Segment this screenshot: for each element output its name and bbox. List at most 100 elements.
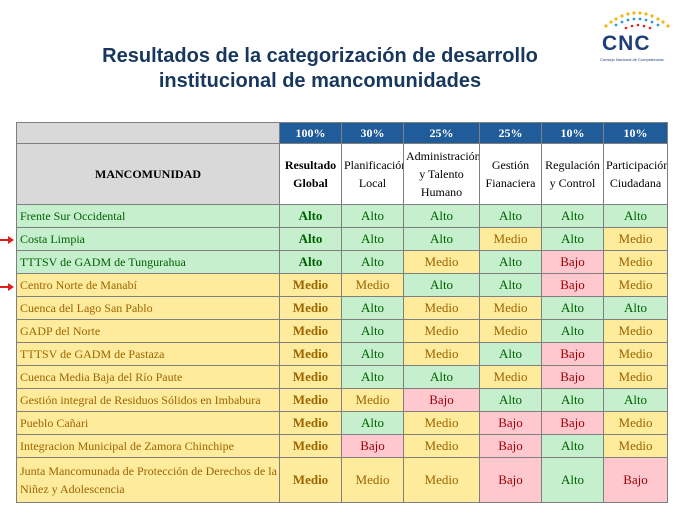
category-cell: Medio bbox=[479, 227, 542, 251]
category-cell: Medio bbox=[403, 250, 480, 274]
mancomunidad-name: GADP del Norte bbox=[16, 319, 280, 343]
column-header-line: y Control bbox=[549, 176, 596, 190]
title-line-1: Resultados de la categorización de desar… bbox=[102, 45, 538, 67]
category-cell: Bajo bbox=[341, 434, 404, 458]
category-cell: Medio bbox=[403, 296, 480, 320]
category-cell: Alto bbox=[341, 296, 404, 320]
weight-cell: 10% bbox=[603, 122, 668, 144]
category-cell: Alto bbox=[479, 250, 542, 274]
logo-dots-icon bbox=[604, 11, 670, 30]
category-cell: Medio bbox=[341, 457, 404, 503]
page-title: Resultados de la categorización de desar… bbox=[40, 44, 600, 94]
category-cell: Alto bbox=[541, 388, 604, 412]
right-arrow-icon bbox=[0, 236, 14, 244]
category-cell: Alto bbox=[541, 204, 604, 228]
category-cell: Medio bbox=[479, 319, 542, 343]
table-row: TTTSV de GADM de Tungurahua Alto Alto Medio… bbox=[16, 250, 668, 274]
category-cell: Alto bbox=[403, 273, 480, 297]
category-cell: Alto bbox=[603, 204, 668, 228]
category-cell: Medio bbox=[603, 227, 668, 251]
column-header-line: Humano bbox=[420, 185, 463, 199]
category-cell: Alto bbox=[603, 296, 668, 320]
category-cell: Bajo bbox=[479, 411, 542, 435]
mancomunidad-name: Costa Limpia bbox=[16, 227, 280, 251]
column-header-line: Planificación bbox=[344, 158, 404, 172]
column-header: Administración y Talento Humano bbox=[403, 143, 480, 205]
table-row: Junta Mancomunada de Protección de Derec… bbox=[16, 457, 668, 503]
column-header: Planificación Local bbox=[341, 143, 404, 205]
global-result-cell: Medio bbox=[279, 342, 342, 366]
category-cell: Medio bbox=[603, 411, 668, 435]
table-row: TTTSV de GADM de Pastaza Medio Alto Medio Al… bbox=[16, 342, 668, 366]
header-row: MANCOMUNIDAD Resultado Global Planificació… bbox=[16, 143, 668, 205]
global-result-cell: Medio bbox=[279, 296, 342, 320]
table-row: Cuenca Media Baja del Río Paute Medio Alto… bbox=[16, 365, 668, 389]
table-row: Pueblo Cañari Medio Alto Medio Bajo Bajo Medio bbox=[16, 411, 668, 435]
category-cell: Medio bbox=[403, 434, 480, 458]
weight-cell: 25% bbox=[479, 122, 542, 144]
category-cell: Alto bbox=[541, 457, 604, 503]
category-cell: Alto bbox=[479, 273, 542, 297]
column-header-line: Global bbox=[293, 176, 328, 190]
column-header-line: Ciudadana bbox=[609, 176, 662, 190]
weight-cell: 25% bbox=[403, 122, 480, 144]
category-cell: Medio bbox=[341, 273, 404, 297]
global-result-cell: Alto bbox=[279, 250, 342, 274]
category-cell: Alto bbox=[341, 342, 404, 366]
column-header-line: Regulación bbox=[545, 158, 600, 172]
category-cell: Alto bbox=[341, 365, 404, 389]
weights-row: 100% 30% 25% 25% 10% 10% bbox=[16, 122, 668, 144]
category-cell: Bajo bbox=[541, 273, 604, 297]
column-header-line: Participación bbox=[606, 158, 668, 172]
category-cell: Bajo bbox=[541, 342, 604, 366]
category-cell: Medio bbox=[403, 319, 480, 343]
global-result-cell: Medio bbox=[279, 388, 342, 412]
category-cell: Bajo bbox=[479, 434, 542, 458]
table-row: Costa Limpia Alto Alto Alto Medio Alto Medio bbox=[16, 227, 668, 251]
mancomunidad-name: Gestión integral de Residuos Sólidos en … bbox=[16, 388, 280, 412]
global-result-cell: Medio bbox=[279, 273, 342, 297]
title-line-2: institucional de mancomunidades bbox=[158, 70, 482, 92]
category-cell: Bajo bbox=[541, 411, 604, 435]
table-row: GADP del Norte Medio Alto Medio Medio Alto Med… bbox=[16, 319, 668, 343]
mancomunidad-name: TTTSV de GADM de Pastaza bbox=[16, 342, 280, 366]
global-result-cell: Medio bbox=[279, 365, 342, 389]
category-cell: Medio bbox=[403, 457, 480, 503]
global-result-cell: Alto bbox=[279, 204, 342, 228]
category-cell: Alto bbox=[403, 204, 480, 228]
category-cell: Bajo bbox=[479, 457, 542, 503]
weight-cell: 10% bbox=[541, 122, 604, 144]
global-result-cell: Medio bbox=[279, 411, 342, 435]
category-cell: Alto bbox=[341, 227, 404, 251]
table-row: Gestión integral de Residuos Sólidos en … bbox=[16, 388, 668, 412]
category-cell: Alto bbox=[341, 250, 404, 274]
category-cell: Bajo bbox=[603, 457, 668, 503]
mancomunidad-name: Junta Mancomunada de Protección de Derec… bbox=[16, 457, 280, 503]
table-row: Centro Norte de Manabí Medio Medio Alto Alto… bbox=[16, 273, 668, 297]
category-cell: Alto bbox=[541, 319, 604, 343]
column-header: Participación Ciudadana bbox=[603, 143, 668, 205]
weight-cell: 30% bbox=[341, 122, 404, 144]
category-cell: Medio bbox=[479, 365, 542, 389]
mancomunidad-name: Frente Sur Occidental bbox=[16, 204, 280, 228]
logo-text: CNC bbox=[602, 32, 651, 55]
category-cell: Medio bbox=[479, 296, 542, 320]
mancomunidad-name: Cuenca del Lago San Pablo bbox=[16, 296, 280, 320]
category-cell: Alto bbox=[341, 411, 404, 435]
column-header: Gestión Fianaciera bbox=[479, 143, 542, 205]
mancomunidad-name: Integracion Municipal de Zamora Chinchip… bbox=[16, 434, 280, 458]
column-header-line: Administración bbox=[406, 149, 480, 163]
category-cell: Medio bbox=[603, 273, 668, 297]
category-cell: Bajo bbox=[541, 365, 604, 389]
category-cell: Medio bbox=[603, 365, 668, 389]
table-body: Frente Sur Occidental Alto Alto Alto Alto Alt… bbox=[16, 204, 668, 503]
column-header-line: Fianaciera bbox=[485, 176, 536, 190]
category-cell: Alto bbox=[541, 434, 604, 458]
mancomunidad-name: Cuenca Media Baja del Río Paute bbox=[16, 365, 280, 389]
category-cell: Medio bbox=[603, 342, 668, 366]
category-cell: Medio bbox=[403, 411, 480, 435]
category-cell: Alto bbox=[541, 296, 604, 320]
category-cell: Alto bbox=[403, 365, 480, 389]
column-header: Regulación y Control bbox=[541, 143, 604, 205]
table-row: Frente Sur Occidental Alto Alto Alto Alto Alt… bbox=[16, 204, 668, 228]
